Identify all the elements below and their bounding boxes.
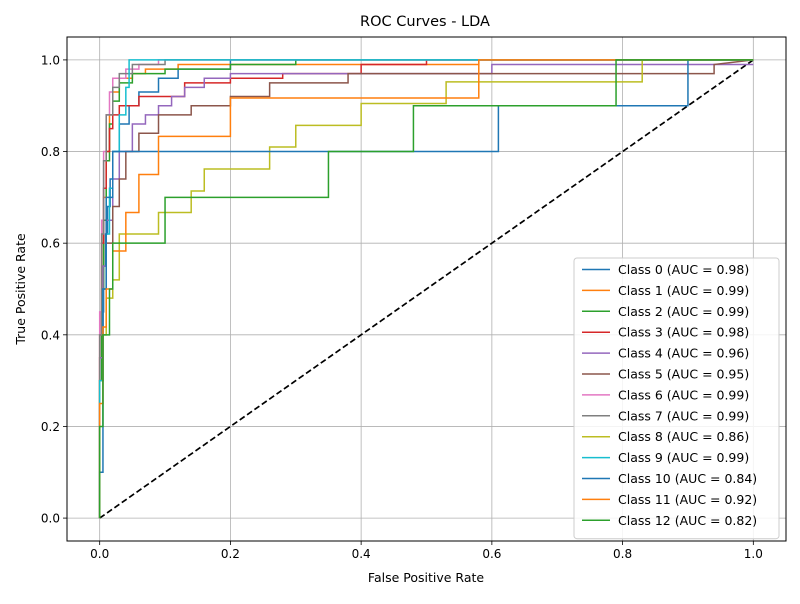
x-tick-label: 0.4 (352, 547, 371, 561)
legend-entry-label: Class 9 (AUC = 0.99) (618, 450, 749, 465)
legend-entry-label: Class 4 (AUC = 0.96) (618, 346, 749, 361)
roc-curve-class-12 (98, 59, 754, 519)
legend-entry-label: Class 6 (AUC = 0.99) (618, 387, 749, 402)
x-tick-label: 0.8 (613, 547, 632, 561)
legend-entry-label: Class 11 (AUC = 0.92) (618, 492, 757, 507)
plot-frame (66, 36, 787, 542)
legend: Class 0 (AUC = 0.98) Class 1 (AUC = 0.99)… (573, 257, 780, 540)
y-tick-label: 0.8 (41, 145, 60, 159)
chance-diagonal-line (99, 59, 754, 519)
y-tick-label: 0.4 (41, 328, 60, 342)
y-tick-label: 0.6 (41, 237, 60, 251)
x-tick-label: 0.0 (90, 547, 109, 561)
reference-line-group (99, 59, 754, 519)
y-axis-label: True Positive Rate (13, 233, 28, 346)
y-tick-label: 1.0 (41, 53, 60, 67)
legend-entry-label: Class 5 (AUC = 0.95) (618, 367, 749, 382)
legend-entry-label: Class 10 (AUC = 0.84) (618, 471, 757, 486)
legend-entry-label: Class 7 (AUC = 0.99) (618, 408, 749, 423)
legend-box (573, 257, 780, 540)
chart-title: ROC Curves - LDA (360, 14, 490, 30)
y-axis-ticks: 0.0 0.2 0.4 0.6 0.8 1.0 (41, 53, 67, 526)
x-axis-label: False Positive Rate (368, 570, 484, 585)
roc-curve-class-10 (98, 59, 754, 519)
x-tick-label: 0.2 (221, 547, 240, 561)
roc-curve-class-11 (98, 59, 754, 519)
x-axis-ticks: 0.0 0.2 0.4 0.6 0.8 1.0 (90, 541, 763, 561)
legend-entry-label: Class 2 (AUC = 0.99) (618, 304, 749, 319)
legend-entry-label: Class 3 (AUC = 0.98) (618, 325, 749, 340)
legend-entry-label: Class 1 (AUC = 0.99) (618, 283, 749, 298)
legend-entry-label: Class 12 (AUC = 0.82) (618, 513, 757, 528)
x-tick-label: 0.6 (482, 547, 501, 561)
legend-entry-label: Class 8 (AUC = 0.86) (618, 429, 749, 444)
roc-curves (98, 59, 754, 519)
roc-curve-class-7 (98, 59, 754, 519)
x-tick-label: 1.0 (744, 547, 763, 561)
legend-entry-label: Class 0 (AUC = 0.98) (618, 262, 749, 277)
y-tick-label: 0.2 (41, 420, 60, 434)
y-tick-label: 0.0 (41, 512, 60, 526)
